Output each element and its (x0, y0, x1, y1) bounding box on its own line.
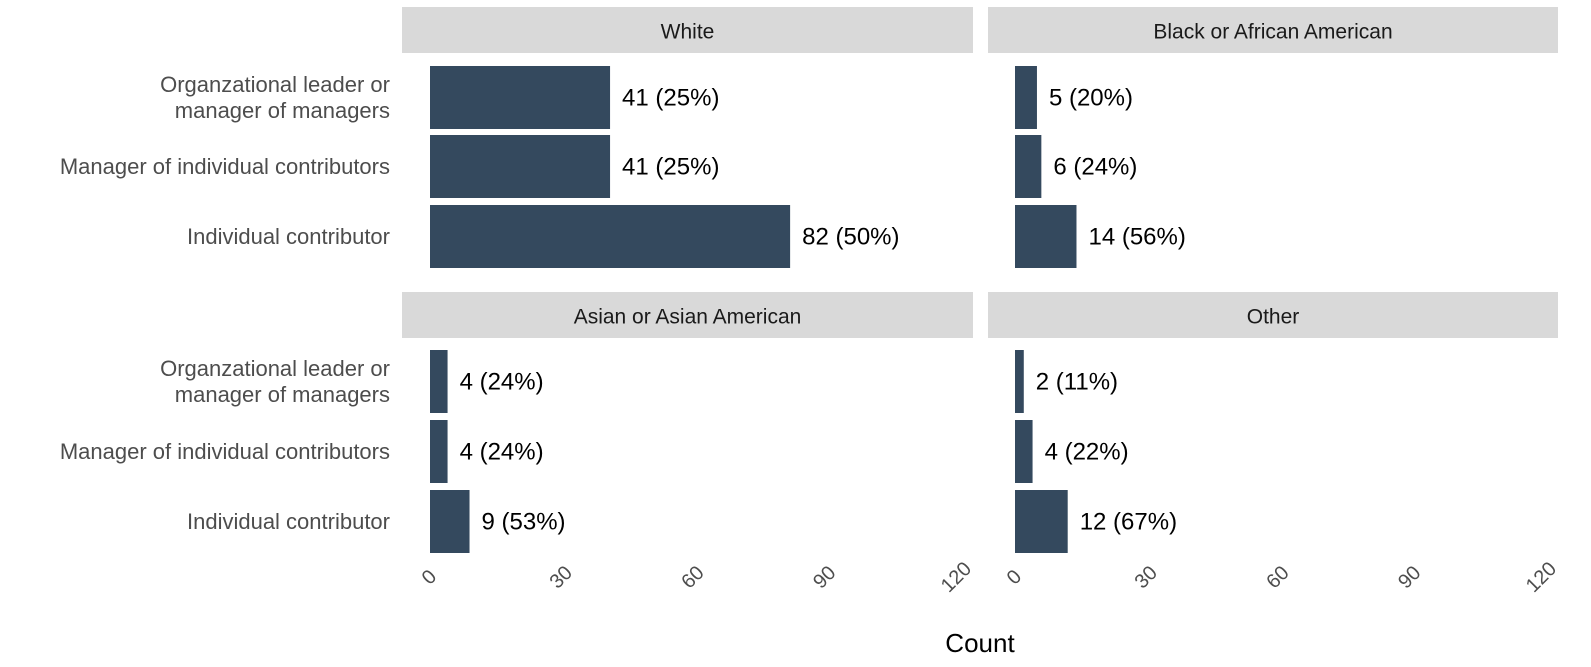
facet-title: White (661, 21, 715, 44)
y-tick-label: Manager of individual contributors (59, 154, 390, 179)
x-tick-label: 90 (809, 562, 840, 593)
x-tick-label: 60 (1262, 562, 1293, 593)
bar (430, 135, 611, 198)
value-label: 4 (24%) (460, 438, 544, 465)
bar (1015, 66, 1037, 129)
bar (1015, 205, 1077, 268)
facet-strip (402, 292, 973, 338)
value-label: 6 (24%) (1053, 153, 1137, 180)
y-tick-label: Individual contributor (186, 224, 390, 249)
y-tick-label: Individual contributor (186, 509, 390, 534)
value-label: 5 (20%) (1049, 84, 1133, 111)
value-label: 82 (50%) (802, 223, 899, 250)
bar (430, 66, 611, 129)
value-label: 12 (67%) (1080, 508, 1177, 535)
x-tick-label: 30 (546, 562, 577, 593)
value-label: 4 (24%) (460, 368, 544, 395)
y-tick-label: Manager of individual contributors (59, 439, 390, 464)
bar (1015, 135, 1042, 198)
bar (430, 205, 791, 268)
x-axis-label: Count (945, 628, 1015, 658)
bar (430, 350, 448, 413)
x-tick-label: 0 (418, 566, 441, 589)
facet-strip (988, 7, 1558, 53)
value-label: 2 (11%) (1036, 368, 1118, 395)
bar (430, 490, 470, 553)
facet-title: Other (1247, 306, 1300, 329)
y-tick-label: Organzational leader or manager of manag… (160, 356, 390, 407)
value-label: 4 (22%) (1045, 438, 1129, 465)
value-label: 14 (56%) (1088, 223, 1185, 250)
facet-title: Asian or Asian American (574, 306, 802, 329)
facet-title: Black or African American (1153, 21, 1392, 44)
facet-strip (988, 292, 1558, 338)
facet-strip (402, 7, 973, 53)
y-tick-label: Organzational leader or manager of manag… (160, 72, 390, 123)
bar (1015, 490, 1068, 553)
bar (1015, 420, 1033, 483)
x-tick-label: 90 (1394, 562, 1425, 593)
value-label: 41 (25%) (622, 153, 719, 180)
x-tick-label: 30 (1131, 562, 1162, 593)
x-tick-label: 120 (1522, 558, 1561, 597)
value-label: 9 (53%) (482, 508, 566, 535)
x-tick-label: 60 (677, 562, 708, 593)
x-tick-label: 0 (1003, 566, 1026, 589)
value-label: 41 (25%) (622, 84, 719, 111)
bar (430, 420, 448, 483)
bar (1015, 350, 1024, 413)
x-tick-label: 120 (937, 558, 976, 597)
